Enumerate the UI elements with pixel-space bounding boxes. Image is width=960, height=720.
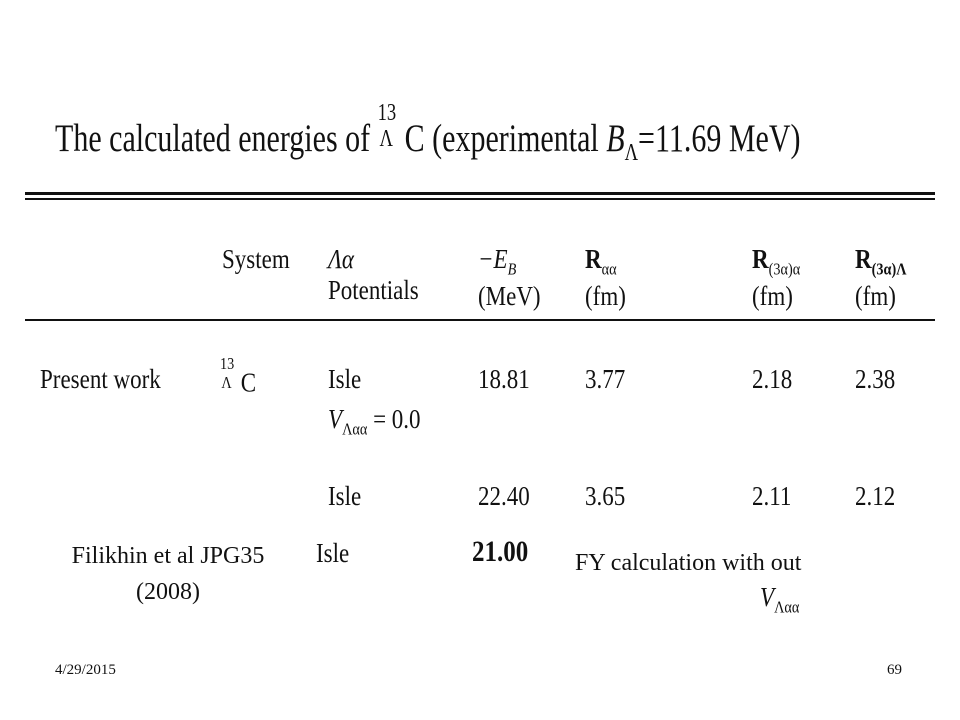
potential-cell: Isle — [328, 364, 362, 394]
value-cell: 18.81 — [478, 364, 530, 394]
header-cell: R(3α)α (fm) — [752, 244, 801, 311]
value-cell: 22.40 — [478, 481, 530, 511]
row-label: Present work — [40, 364, 161, 394]
header-cell: −EB (MeV) — [478, 244, 541, 311]
value-cell: 3.65 — [585, 481, 626, 511]
value-cell: 2.18 — [752, 364, 793, 394]
header-cell: Rαα (fm) — [585, 244, 626, 311]
potential-note: VΛαα = 0.0 — [328, 404, 421, 440]
header-cell: System — [222, 244, 290, 274]
value-cell: 2.38 — [855, 364, 896, 394]
slide-title: The calculated energies of 13 Λ C (experim… — [55, 98, 801, 167]
comparison-note: FY calculation with out — [575, 550, 802, 576]
value-cell: 2.12 — [855, 481, 896, 511]
comparison-label: Filikhin et al JPG35 (2008) — [71, 543, 265, 605]
potential-cell: Isle — [328, 481, 362, 511]
comparison-potential: Isle — [316, 538, 350, 568]
table-top-rule — [25, 192, 935, 195]
header-rule — [25, 319, 935, 321]
header-cell: Λα Potentials — [328, 244, 419, 306]
system-cell: 13 Λ C — [220, 354, 257, 398]
comparison-note-symbol: VΛαα — [760, 582, 800, 618]
value-cell: 2.11 — [752, 481, 792, 511]
comparison-energy: 21.00 — [472, 536, 529, 569]
page-number: 69 — [887, 662, 902, 678]
footer-date: 4/29/2015 — [55, 662, 116, 678]
value-cell: 3.77 — [585, 364, 626, 394]
header-cell: R(3α)Λ (fm) — [855, 244, 907, 311]
table-top-rule — [25, 198, 935, 200]
